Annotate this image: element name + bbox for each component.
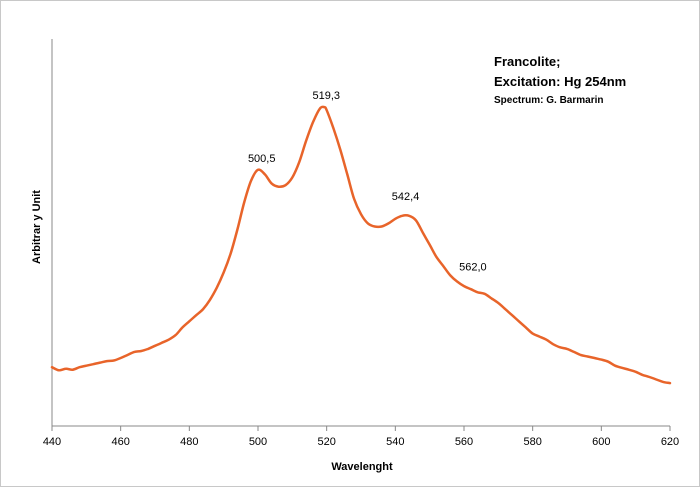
x-tick-label: 580	[523, 436, 541, 448]
peak-label: 542,4	[392, 191, 420, 203]
y-axis-title: Arbitrar y Unit	[31, 190, 43, 264]
chart-title-line-1: Francolite;	[494, 54, 560, 69]
x-tick-label: 600	[592, 436, 610, 448]
x-tick-label: 480	[180, 436, 198, 448]
peak-label: 519,3	[312, 90, 340, 102]
x-tick-label: 560	[455, 436, 473, 448]
x-tick-label: 620	[661, 436, 679, 448]
x-tick-label: 460	[111, 436, 129, 448]
series-line	[50, 105, 672, 385]
peak-label: 562,0	[459, 261, 487, 273]
x-axis-title: Wavelenght	[331, 461, 393, 473]
x-tick-label: 540	[386, 436, 404, 448]
peak-label: 500,5	[248, 153, 276, 165]
x-tick-label: 520	[317, 436, 335, 448]
chart-subtitle: Spectrum: G. Barmarin	[494, 95, 603, 106]
x-tick-label: 440	[43, 436, 61, 448]
chart-title-line-2: Excitation: Hg 254nm	[494, 74, 626, 89]
x-tick-label: 500	[249, 436, 267, 448]
